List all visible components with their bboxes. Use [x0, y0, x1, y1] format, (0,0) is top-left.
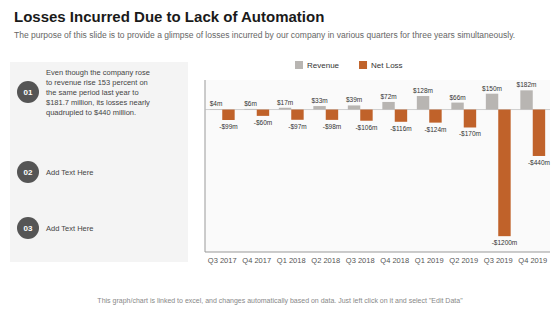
annotation-label: 03: [24, 224, 33, 233]
data-label: -$170m: [459, 130, 481, 137]
annotation-badge: [17, 81, 39, 103]
data-label: $66m: [449, 94, 465, 101]
data-label: -$97m: [288, 123, 306, 130]
data-label: -$98m: [323, 123, 341, 130]
data-label: -$1200m: [492, 239, 518, 246]
text-panel: [10, 62, 188, 262]
annotation-label: 01: [24, 88, 33, 97]
data-label: $17m: [277, 99, 293, 106]
x-axis-line: [205, 252, 550, 253]
annotation-text: Add Text Here: [46, 224, 93, 233]
x-tick-label: Q3 2019: [484, 256, 513, 265]
bar: [451, 103, 463, 110]
bar: [486, 94, 498, 110]
x-tick-label: Q2 2018: [311, 256, 340, 265]
footer: This graph/chart is linked to excel, and…: [97, 297, 463, 305]
annotation-badge: [17, 161, 39, 183]
legend-label: Net Loss: [371, 61, 403, 70]
subtitle: The purpose of this slide is to provide …: [14, 30, 515, 40]
x-tick-label: Q2 2019: [449, 256, 478, 265]
x-tick-label: Q3 2018: [346, 256, 375, 265]
data-label: -$116m: [390, 125, 412, 132]
bar: [210, 109, 222, 110]
x-tick-label: Q4 2019: [518, 256, 547, 265]
legend-swatch: [359, 61, 367, 69]
bar: [498, 110, 510, 237]
bar: [520, 90, 532, 109]
legend-label: Revenue: [307, 61, 340, 70]
data-label: $182m: [517, 81, 537, 88]
data-label: -$124m: [424, 126, 446, 133]
y-axis-line: [205, 80, 206, 252]
bar: [222, 110, 234, 120]
annotation-badge: [17, 217, 39, 239]
bar: [533, 110, 545, 156]
annotation-text: Even though the company roseto revenue r…: [46, 68, 150, 117]
bar: [348, 105, 360, 109]
bar: [429, 110, 441, 123]
data-label: $128m: [413, 87, 433, 94]
data-label: $72m: [380, 93, 396, 100]
bar: [313, 106, 325, 109]
data-labels: $4m $6m $17m $33m $39m $72m $128m $66m $150m $182…: [210, 81, 550, 246]
data-label: $4m: [210, 100, 223, 107]
title: Losses Incurred Due to Lack of Automatio…: [14, 8, 324, 25]
x-tick-label: Q4 2018: [380, 256, 409, 265]
data-label: -$60m: [254, 119, 272, 126]
bars: [205, 90, 550, 236]
bar: [244, 108, 256, 110]
plot-area: [205, 80, 550, 252]
bar: [464, 110, 476, 128]
x-tick-label: Q1 2018: [277, 256, 306, 265]
bar: [417, 96, 429, 110]
data-label: $39m: [346, 96, 362, 103]
bar: [291, 110, 303, 120]
x-tick-label: Q3 2017: [208, 256, 237, 265]
bar: [395, 110, 407, 122]
bar: [382, 102, 394, 110]
annotation-label: 02: [24, 168, 33, 177]
bar: [257, 110, 269, 116]
data-label: -$440m: [528, 159, 550, 166]
x-tick-label: Q4 2017: [242, 256, 271, 265]
bar: [326, 110, 338, 120]
legend-swatch: [295, 61, 303, 69]
data-label: $150m: [482, 85, 502, 92]
bar: [279, 108, 291, 110]
data-label: -$106m: [355, 124, 377, 131]
data-label: $6m: [244, 100, 257, 107]
data-label: -$99m: [219, 123, 237, 130]
x-tick-label: Q1 2019: [415, 256, 444, 265]
annotation-text: Add Text Here: [46, 168, 93, 177]
chart: Losses Incurred Due to Lack of Automatio…: [0, 0, 560, 315]
bar: [360, 110, 372, 121]
data-label: $33m: [311, 97, 327, 104]
